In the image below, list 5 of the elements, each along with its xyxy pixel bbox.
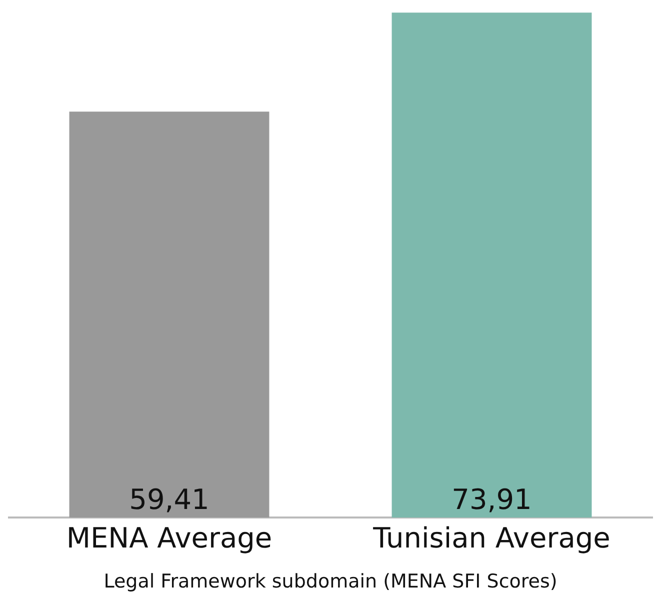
x-tick-label: Tunisian Average [372,522,610,555]
data-label: 59,41 [129,482,210,516]
x-tick-label: MENA Average [66,522,272,555]
data-label: 73,91 [452,482,532,516]
x-axis-title: Legal Framework subdomain (MENA SFI Scores) [104,570,558,593]
